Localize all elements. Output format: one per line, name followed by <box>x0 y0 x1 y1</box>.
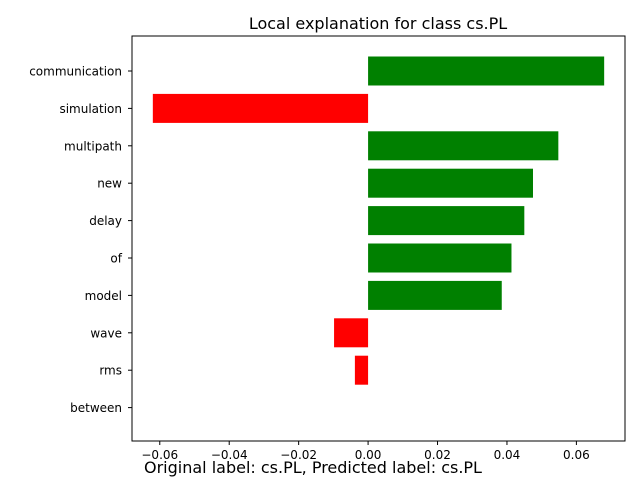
bar-wave <box>334 318 369 348</box>
bar-new <box>368 168 533 198</box>
y-tick-label: delay <box>89 214 122 228</box>
y-tick-label: communication <box>29 65 122 79</box>
y-tick-label: simulation <box>59 102 122 116</box>
x-tick-label: 0.04 <box>494 448 521 462</box>
x-tick-label: 0.06 <box>563 448 590 462</box>
y-tick-label: multipath <box>64 139 122 153</box>
y-tick-label: model <box>85 289 122 303</box>
bar-rms <box>354 355 369 385</box>
y-tick-label: new <box>97 177 122 191</box>
y-tick-label: wave <box>90 326 122 340</box>
bar-multipath <box>368 131 559 161</box>
y-tick-label: between <box>70 401 122 415</box>
x-tick-label: −0.04 <box>211 448 248 462</box>
y-tick-label: of <box>110 252 122 266</box>
y-tick-label: rms <box>99 364 122 378</box>
bar-of <box>368 243 512 273</box>
x-tick-label: 0.00 <box>355 448 382 462</box>
bar-communication <box>368 56 605 86</box>
bar-delay <box>368 206 525 236</box>
x-tick-label: −0.06 <box>141 448 178 462</box>
bar-simulation <box>152 93 369 123</box>
bar-model <box>368 280 502 310</box>
chart-title: Local explanation for class cs.PL <box>249 14 507 33</box>
footer-label: Original label: cs.PL, Predicted label: … <box>144 458 482 477</box>
x-tick-label: 0.02 <box>424 448 451 462</box>
x-tick-label: −0.02 <box>280 448 317 462</box>
plot-frame <box>131 35 626 442</box>
